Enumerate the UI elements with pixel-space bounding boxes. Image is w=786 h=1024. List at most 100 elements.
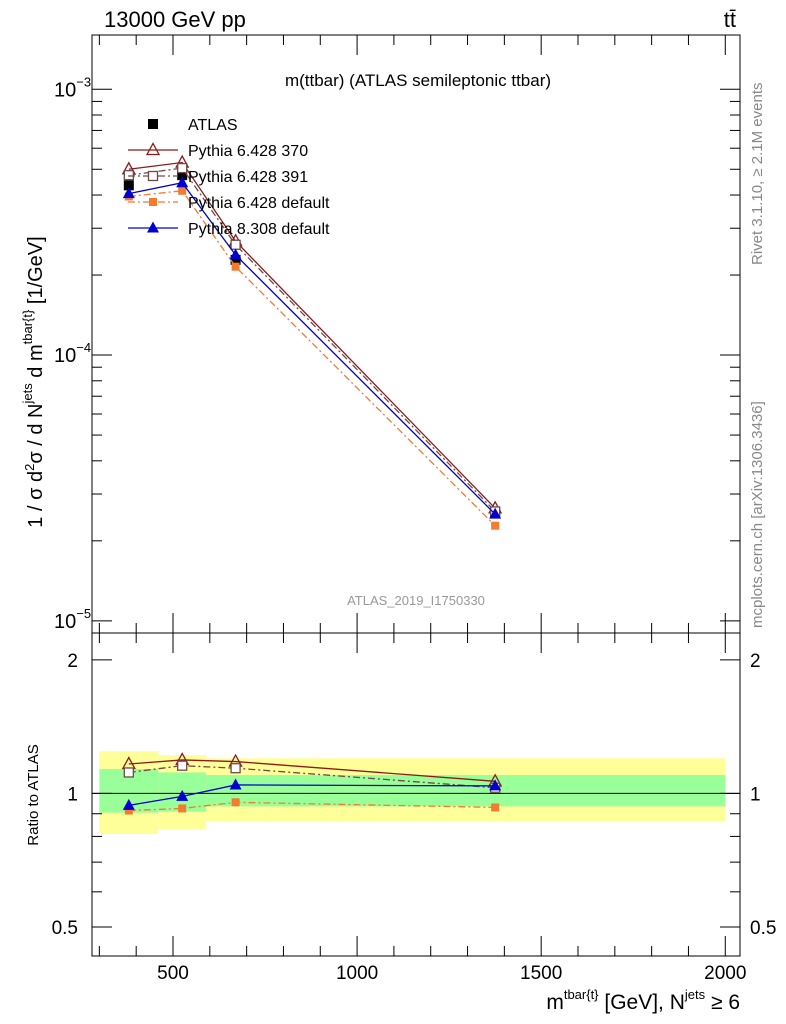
- rivet-version-label: Rivet 3.1.10, ≥ 2.1M events: [749, 83, 766, 266]
- legend-item: ATLAS: [148, 117, 238, 134]
- ratio-y-tick-label-right: 1: [750, 784, 761, 805]
- y-axis-label-part: tbar{t}: [20, 309, 35, 344]
- legend-label: Pythia 8.308 default: [188, 221, 330, 238]
- ratio-point: [122, 798, 135, 810]
- main-point: [123, 170, 134, 181]
- ratio-series-pythia-8-308-default: [122, 778, 502, 810]
- x-axis-label-part: m: [546, 991, 564, 1014]
- legend-item: Pythia 6.428 default: [128, 195, 330, 212]
- ratio-y-tick-label-right: 2: [750, 651, 761, 672]
- legend-swatch-marker: [149, 198, 157, 206]
- watermark: ATLAS_2019_I1750330: [347, 593, 485, 608]
- ratio-panel: 500 1000 1500 2000 0.5 0.5 1 1 2 2 Ratio to ATLAS…: [25, 632, 776, 1014]
- ratio-point: [176, 789, 189, 801]
- x-tick-label: 2000: [704, 963, 746, 984]
- main-point: [176, 176, 189, 188]
- legend-swatch-marker: [147, 221, 159, 233]
- y-axis-label-part: σ / d N: [25, 404, 47, 464]
- ratio-point: [231, 798, 240, 807]
- main-y-axis-label: 1 / σ d2σ / d Njets d mtbar{t} [1/GeV]: [20, 236, 47, 527]
- main-series: [121, 154, 503, 530]
- legend-swatch-marker: [148, 119, 158, 129]
- ratio-point: [123, 767, 134, 778]
- main-y-tick-label: 10−4: [54, 340, 91, 367]
- ratio-bands: [99, 751, 726, 835]
- main-series-line: [128, 181, 496, 515]
- ratio-point: [229, 778, 242, 790]
- ratio-y-axis-label: Ratio to ATLAS: [25, 744, 42, 845]
- main-minor-ticks: [98, 35, 726, 633]
- ratio-point: [177, 760, 188, 771]
- y-axis-label-part: 2: [22, 464, 37, 471]
- legend-item: Pythia 6.428 370: [128, 142, 308, 160]
- ratio-point: [230, 763, 241, 774]
- ratio-frame: [91, 632, 741, 957]
- main-y-tick-exponent: −5: [76, 606, 91, 621]
- ratio-y-tick-label-right: 0.5: [750, 918, 776, 939]
- x-axis-label-part: jets: [684, 987, 706, 1002]
- y-axis-label-part: d m: [25, 344, 47, 383]
- main-series-line: [128, 161, 496, 509]
- x-axis-label-part: tbar{t}: [564, 987, 599, 1002]
- main-point: [177, 162, 188, 174]
- ratio-ticks: 500 1000 1500 2000 0.5 0.5 1 1 2 2: [52, 633, 776, 984]
- ratio-band-inner: [504, 775, 726, 807]
- y-axis-label-part: jets: [20, 383, 35, 405]
- main-series-pythia-8-308-default: [122, 176, 502, 519]
- ratio-y-tick-label-left: 1: [67, 784, 78, 805]
- legend-label: ATLAS: [188, 117, 238, 134]
- main-point: [123, 180, 134, 191]
- main-y-tick-exponent: −4: [76, 340, 91, 355]
- x-axis-label-part: [GeV], N: [599, 991, 685, 1014]
- ratio-y-tick-label-left: 0.5: [52, 918, 78, 939]
- ratio-series-line: [128, 784, 496, 806]
- legend-label: Pythia 6.428 370: [188, 143, 308, 160]
- ratio-y-tick-label-left: 2: [67, 651, 78, 672]
- main-y-tick-label: 10−3: [54, 74, 91, 101]
- main-point: [230, 239, 241, 250]
- ratio-point: [489, 779, 502, 791]
- ratio-series-pythia-6-428-default: [124, 798, 500, 815]
- main-series-line: [128, 190, 496, 527]
- main-y-tick-label: 10−5: [54, 606, 91, 633]
- legend-item: Pythia 8.308 default: [128, 221, 330, 238]
- ratio-series: [121, 752, 503, 815]
- main-point: [230, 254, 241, 265]
- legend-item: Pythia 6.428 391: [128, 169, 308, 186]
- main-panel: 10−5 10−4 10−3 m(ttbar) (ATLAS semileptoni…: [20, 34, 741, 634]
- x-axis-label-part: ≥ 6: [705, 991, 740, 1014]
- process-label: tt̄: [724, 7, 736, 32]
- legend-label: Pythia 6.428 391: [188, 169, 308, 186]
- main-title: m(ttbar) (ATLAS semileptonic ttbar): [285, 71, 551, 90]
- main-point: [491, 521, 500, 530]
- x-tick-label: 500: [157, 963, 189, 984]
- x-tick-label: 1500: [520, 963, 562, 984]
- ratio-series-line: [128, 801, 496, 812]
- ratio-series-line: [128, 765, 496, 789]
- ratio-point: [178, 804, 187, 813]
- main-y-ticks: 10−5 10−4 10−3: [54, 74, 740, 634]
- x-tick-label: 1000: [336, 963, 378, 984]
- ratio-point: [491, 803, 500, 812]
- legend-swatch-marker: [145, 142, 161, 156]
- source-label: mcplots.cern.ch [arXiv:1306.3436]: [749, 401, 766, 628]
- ratio-series-line: [128, 759, 496, 782]
- legend: ATLAS Pythia 6.428 370 Pythia 6.428 391 Pyt…: [128, 117, 330, 238]
- main-point: [231, 262, 240, 271]
- main-point: [489, 507, 502, 519]
- y-axis-label-part: 1 / σ d: [25, 471, 47, 528]
- legend-label: Pythia 6.428 default: [188, 195, 330, 212]
- main-point: [177, 170, 188, 181]
- y-axis-label-part: [1/GeV]: [25, 236, 47, 309]
- ratio-band-inner: [206, 775, 505, 807]
- main-series-pythia-6-428-default: [124, 186, 500, 530]
- energy-label: 13000 GeV pp: [104, 7, 246, 32]
- legend-swatch-marker: [147, 170, 159, 182]
- main-y-tick-exponent: −3: [76, 74, 91, 89]
- ratio-point: [124, 806, 133, 815]
- x-axis-label: mtbar{t} [GeV], Njets ≥ 6: [546, 987, 740, 1014]
- main-point: [122, 187, 135, 199]
- main-point: [229, 248, 242, 260]
- main-point: [178, 186, 187, 195]
